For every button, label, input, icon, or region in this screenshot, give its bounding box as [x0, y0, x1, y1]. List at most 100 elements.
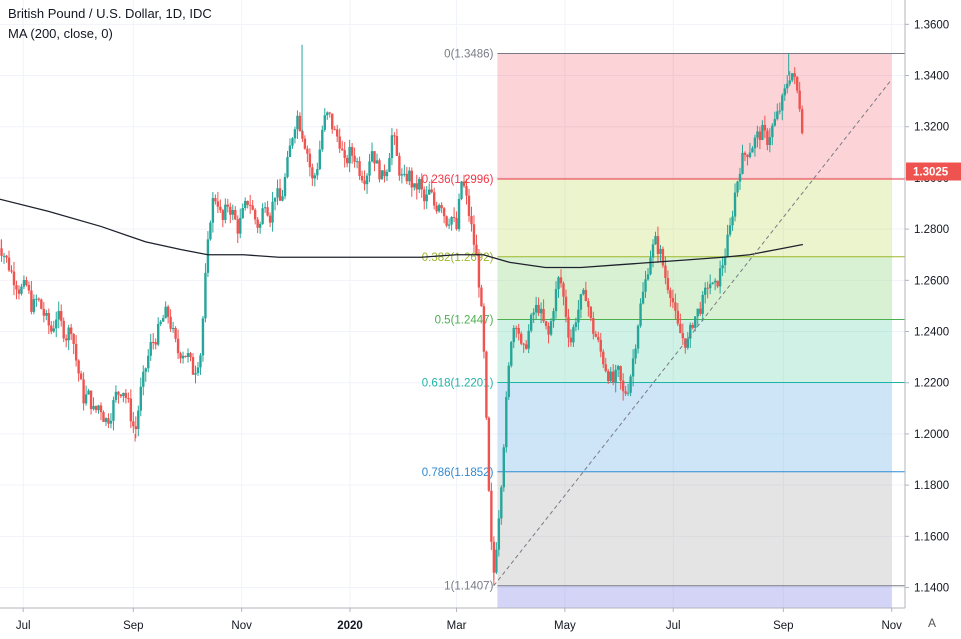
candle-body — [786, 83, 789, 89]
candle-body — [67, 327, 70, 341]
candle-body — [219, 206, 222, 211]
candle-body — [375, 160, 379, 164]
y-tick-label: 1.2400 — [914, 327, 949, 339]
candle-body — [753, 137, 757, 149]
candle-body — [671, 297, 675, 303]
candle-body — [127, 397, 130, 399]
x-tick-label: Nov — [881, 620, 902, 632]
candle-body — [440, 205, 443, 209]
candle-body — [679, 323, 682, 334]
candle-body — [20, 286, 23, 294]
candle-body — [793, 73, 796, 77]
candle-body — [393, 135, 396, 137]
candle-body — [495, 549, 498, 573]
candle-body — [758, 131, 762, 140]
candle-body — [35, 298, 38, 300]
candle-body — [62, 320, 65, 339]
candle-body — [84, 394, 88, 404]
auto-scale-button[interactable]: A — [927, 616, 936, 630]
candle-body — [380, 170, 384, 180]
candles — [0, 44, 804, 586]
candle-body — [25, 280, 28, 285]
candle-body — [268, 215, 272, 223]
candle-body — [579, 294, 583, 310]
candle-body — [261, 208, 264, 224]
candle-body — [659, 248, 662, 255]
candle-body — [539, 308, 543, 314]
candle-body — [385, 171, 389, 177]
candle-body — [283, 176, 287, 197]
candle-body — [413, 183, 416, 188]
candle-body — [323, 115, 326, 130]
candle-body — [373, 151, 376, 164]
candle-body — [22, 280, 26, 287]
candle-body — [592, 318, 595, 334]
moving-average — [0, 198, 804, 269]
candle-body — [691, 324, 694, 328]
candle-body — [425, 194, 428, 202]
x-tick-label: Sep — [123, 620, 143, 632]
candle-body — [532, 312, 535, 315]
candle-body — [711, 282, 714, 285]
candle-body — [273, 197, 277, 202]
candle-body — [512, 327, 515, 343]
fib-band — [497, 585, 892, 608]
candle-body — [353, 155, 356, 162]
candle-body — [781, 95, 784, 111]
candle-body — [0, 248, 3, 256]
candle-body — [104, 418, 108, 422]
candle-body — [462, 181, 466, 187]
candle-body — [636, 325, 640, 349]
candle-body — [420, 179, 423, 190]
indicator-legend[interactable]: MA (200, close, 0) — [8, 26, 113, 41]
candle-body — [360, 176, 364, 181]
candle-body — [191, 357, 195, 375]
candle-body — [723, 256, 727, 266]
candle-body — [761, 124, 764, 140]
candle-body — [258, 223, 262, 228]
x-tick-label: Sep — [773, 620, 793, 632]
candle-body — [124, 392, 128, 398]
candle-body — [510, 342, 513, 366]
candle-body — [594, 333, 597, 337]
candle-body — [644, 279, 647, 292]
candle-body — [194, 373, 197, 375]
candle-body — [410, 170, 414, 188]
candle-body — [333, 129, 336, 131]
candle-body — [574, 322, 578, 328]
candle-body — [718, 268, 722, 287]
x-tick-label: 2020 — [337, 620, 363, 632]
candle-body — [472, 224, 476, 245]
fib-band — [497, 53, 892, 179]
candle-body — [114, 391, 118, 401]
fib-trend-line — [493, 79, 893, 587]
candle-body — [293, 129, 297, 139]
candle-body — [214, 198, 217, 202]
y-tick-label: 1.1800 — [914, 480, 949, 492]
candle-body — [437, 205, 441, 212]
candle-body — [614, 369, 617, 383]
candle-body — [253, 209, 257, 220]
candle-body — [226, 204, 230, 207]
candle-body — [291, 138, 294, 146]
candle-body — [515, 327, 518, 329]
candle-body — [557, 277, 560, 290]
candle-body — [624, 391, 627, 394]
candle-body — [298, 115, 302, 131]
candle-body — [154, 342, 157, 345]
candle-body — [731, 216, 734, 226]
candle-body — [721, 265, 724, 269]
candle-body — [92, 405, 95, 410]
candle-body — [517, 328, 520, 334]
y-tick-label: 1.2000 — [914, 429, 949, 441]
candle-body — [408, 170, 411, 182]
candle-body — [423, 189, 426, 202]
candle-body — [390, 135, 394, 159]
candle-body — [318, 149, 322, 170]
candle-body — [602, 351, 605, 365]
candle-body — [450, 217, 453, 225]
candle-body — [432, 192, 436, 206]
candle-body — [89, 390, 93, 410]
candle-body — [547, 325, 550, 335]
